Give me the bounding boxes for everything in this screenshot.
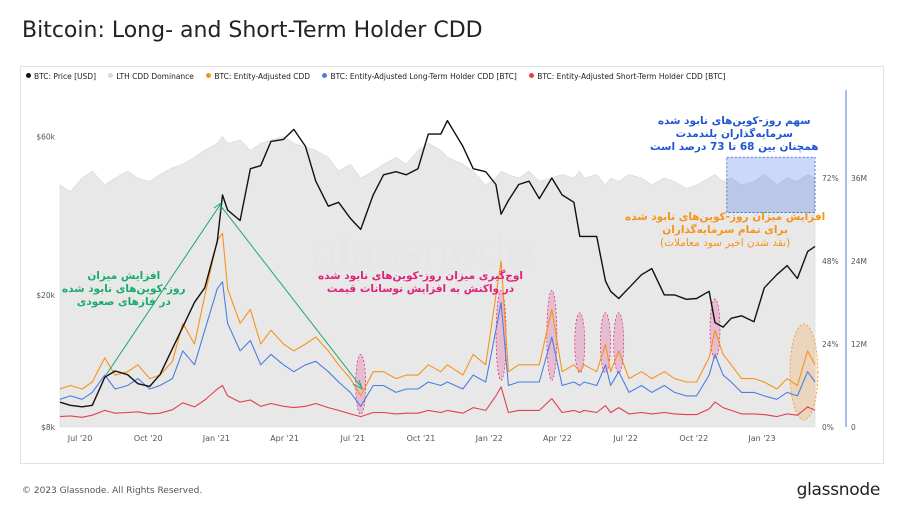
x-tick-label: Jan '23	[747, 434, 775, 443]
page-title: Bitcoin: Long- and Short-Term Holder CDD	[22, 18, 483, 43]
legend-item-price[interactable]: BTC: Price [USD]	[26, 72, 96, 81]
y-dominance-tick-label: 0%	[822, 423, 834, 432]
annotation-volatility-line-2: در واکنش به افزایش نوسانات قیمت	[326, 283, 515, 295]
legend-label-sth-cdd: BTC: Entity-Adjusted Short-Term Holder C…	[537, 72, 726, 81]
bull-arrow-head-up	[213, 201, 222, 213]
x-tick-label: Oct '22	[679, 434, 708, 443]
x-tick-label: Jan '22	[475, 434, 503, 443]
volatility-spike-highlight	[546, 289, 558, 381]
series-price-line	[59, 119, 816, 408]
annotation-lth-line-3: همچنان بین 68 تا 73 درصد است	[650, 141, 819, 153]
annotation-recent-line-2: برای تمام سرمایه‌گذاران	[662, 224, 788, 236]
series-entity-cdd-line	[59, 232, 816, 397]
y-cdd-tick-label: 24M	[851, 257, 867, 266]
bull-trend-arrows	[105, 204, 363, 389]
legend-label-price: BTC: Price [USD]	[34, 72, 96, 81]
x-tick-label: Apr '22	[543, 434, 572, 443]
x-tick-label: Apr '21	[270, 434, 299, 443]
annotation-bull-phase: افزایش میزان روز-کوین‌های نابود شده در ف…	[62, 270, 186, 309]
bull-arrow-head-down	[352, 379, 363, 391]
legend-dot-entity-cdd	[206, 73, 212, 78]
volatility-spike-highlight	[574, 312, 586, 374]
y-cdd-tick-label: 36M	[851, 174, 867, 183]
legend-label-lth-cdd: BTC: Entity-Adjusted Long-Term Holder CD…	[330, 72, 517, 81]
y-dominance-tick-label: 24%	[822, 340, 839, 349]
annotation-bull-line-2: روز-کوین‌های نابود شده	[62, 283, 186, 295]
annotation-volatility-line-1: اوج‌گیری میزان روز-کوین‌های نابود شده	[318, 270, 524, 282]
x-tick-label: Jul '20	[67, 434, 93, 443]
annotation-recent: افزایش میزان روز-کوین‌های نابود شده برای…	[625, 211, 825, 250]
y-price-tick-label: $60k	[36, 132, 55, 141]
x-tick-label: Jul '22	[612, 434, 638, 443]
legend-dot-sth-cdd	[529, 73, 535, 78]
volatility-spike-highlight	[709, 298, 721, 360]
lth-share-highlight	[726, 156, 816, 213]
series-dominance-area	[59, 135, 816, 428]
x-tick-label: Oct '20	[134, 434, 163, 443]
legend-dot-dominance	[108, 73, 114, 78]
x-tick-label: Oct '21	[407, 434, 436, 443]
legend-dot-lth-cdd	[322, 73, 328, 78]
annotation-recent-line-1: افزایش میزان روز-کوین‌های نابود شده	[625, 211, 826, 223]
y-cdd-tick-label: 0	[851, 423, 856, 432]
annotation-bull-line-3: در فازهای صعودی	[76, 296, 171, 308]
annotation-lth-line-2: سرمایه‌گذاران بلندمدت	[675, 128, 793, 140]
legend-item-lth-cdd[interactable]: BTC: Entity-Adjusted Long-Term Holder CD…	[322, 72, 517, 81]
x-tick-label: Jul '21	[340, 434, 366, 443]
legend-label-dominance: LTH CDD Dominance	[116, 72, 194, 81]
chart-legend: BTC: Price [USD] LTH CDD Dominance BTC: …	[26, 72, 736, 81]
annotation-lth-line-1: سهم روز-کوین‌های نابود شده	[657, 115, 811, 127]
annotation-lth-share: سهم روز-کوین‌های نابود شده سرمایه‌گذاران…	[650, 115, 819, 154]
y-cdd-tick-label: 12M	[851, 340, 867, 349]
x-tick-label: Jan '21	[202, 434, 230, 443]
legend-item-dominance[interactable]: LTH CDD Dominance	[108, 72, 194, 81]
y-price-tick-label: $8k	[41, 423, 56, 432]
y-dominance-tick-label: 72%	[822, 174, 839, 183]
brand-logo: glassnode	[796, 480, 881, 500]
legend-item-entity-cdd[interactable]: BTC: Entity-Adjusted CDD	[206, 72, 310, 81]
legend-dot-price	[26, 73, 31, 78]
legend-item-sth-cdd[interactable]: BTC: Entity-Adjusted Short-Term Holder C…	[529, 72, 726, 81]
legend-label-entity-cdd: BTC: Entity-Adjusted CDD	[214, 72, 311, 81]
recent-increase-highlight	[789, 323, 819, 421]
series-lth-cdd-line	[59, 281, 816, 407]
y-price-tick-label: $20k	[36, 291, 55, 300]
annotation-recent-line-3: (نقد شدن اخیر سود معاملات)	[659, 237, 791, 249]
annotation-volatility: اوج‌گیری میزان روز-کوین‌های نابود شده در…	[318, 270, 523, 296]
y-dominance-tick-label: 48%	[822, 257, 839, 266]
footer-copyright: © 2023 Glassnode. All Rights Reserved.	[22, 486, 203, 496]
volatility-spike-highlight	[613, 312, 625, 374]
annotation-bull-line-1: افزایش میزان	[87, 270, 161, 282]
series-sth-cdd-line	[59, 384, 816, 418]
